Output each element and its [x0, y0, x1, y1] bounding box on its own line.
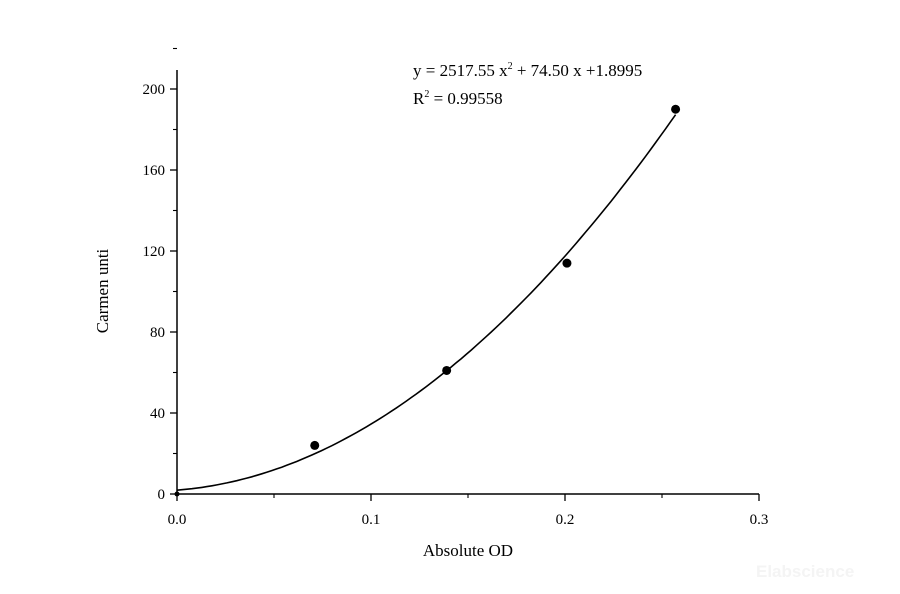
x-tick-label: 0.1 — [362, 512, 381, 528]
data-point — [442, 365, 452, 375]
x-tick-label: 0.2 — [556, 512, 575, 528]
data-point — [174, 491, 180, 497]
y-tick-label: 120 — [143, 244, 166, 260]
y-axis-label: Carmen unti — [93, 248, 112, 333]
x-tick-label: 0.3 — [750, 512, 769, 528]
x-axis-label: Absolute OD — [423, 541, 513, 560]
watermark: Elabscience — [756, 562, 854, 581]
data-points — [174, 104, 681, 497]
y-tick-label: 40 — [150, 406, 165, 422]
data-point — [671, 104, 681, 114]
data-point — [310, 440, 320, 450]
y-tick-label: 80 — [150, 325, 165, 341]
ticks: 0.0 0.1 0.2 0.3 0 40 80 120 160 200 — [143, 47, 769, 528]
fit-curve — [176, 114, 677, 491]
axes — [176, 70, 759, 495]
y-tick-label: 160 — [143, 163, 166, 179]
fit-equation: y = 2517.55 x2 + 74.50 x +1.8995 — [413, 61, 642, 80]
r-squared: R2 = 0.99558 — [413, 89, 503, 108]
y-tick-label: 0 — [158, 487, 166, 503]
y-tick-label: 200 — [143, 82, 166, 98]
x-tick-label: 0.0 — [168, 512, 187, 528]
data-point — [562, 258, 572, 268]
